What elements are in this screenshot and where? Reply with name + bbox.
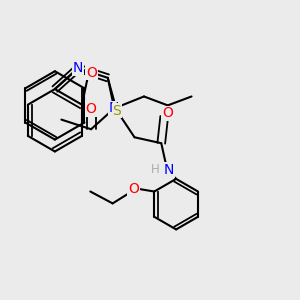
Text: O: O: [85, 102, 97, 116]
Text: S: S: [112, 103, 121, 118]
Text: N: N: [164, 163, 174, 177]
Text: N: N: [109, 101, 119, 116]
Text: H: H: [151, 164, 160, 176]
Text: O: O: [86, 66, 97, 80]
Text: O: O: [128, 182, 139, 196]
Text: O: O: [162, 106, 172, 121]
Text: N: N: [73, 61, 83, 75]
